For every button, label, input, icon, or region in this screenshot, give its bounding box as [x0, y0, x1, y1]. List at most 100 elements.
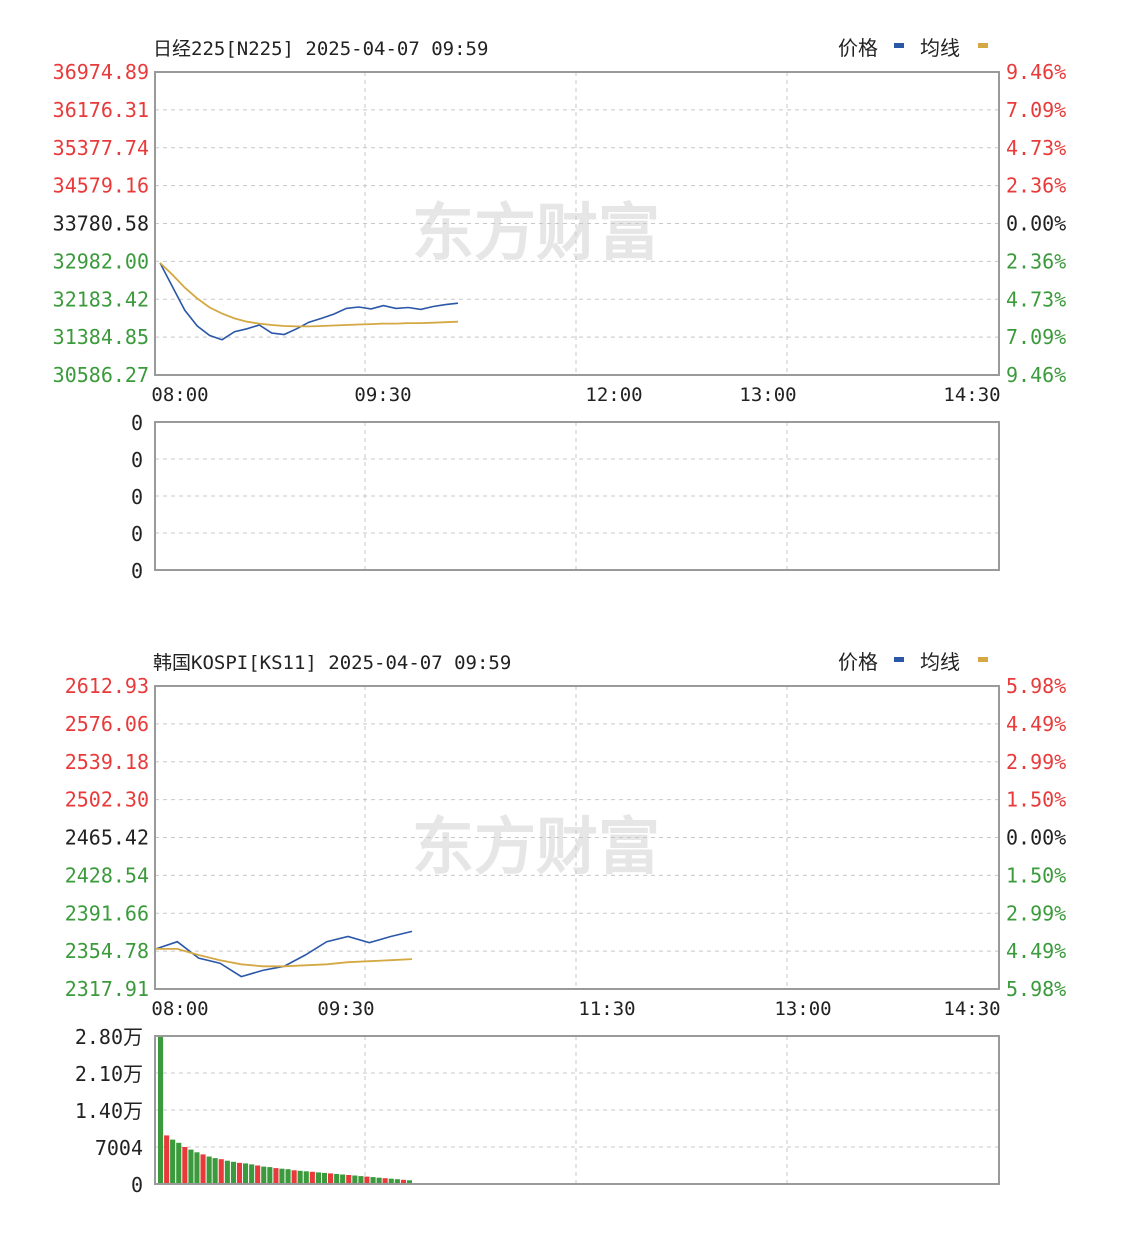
volume-bar — [236, 1162, 242, 1184]
volume-bar — [388, 1178, 394, 1184]
volume-bar — [400, 1179, 406, 1184]
volume-axis: 2.80万 2.10万 1.40万 7004 0 — [75, 1025, 143, 1197]
volume-bar — [334, 1174, 340, 1184]
volume-bar — [206, 1156, 212, 1184]
x-tick-label: 14:30 — [943, 384, 1000, 406]
pct-tick-label: 7.09% — [1006, 98, 1066, 122]
volume-bar — [212, 1158, 218, 1184]
x-tick-label: 08:00 — [151, 384, 208, 406]
volume-bar — [267, 1167, 273, 1184]
volume-bar — [273, 1168, 279, 1184]
pct-tick-label: 4.73% — [1006, 136, 1066, 160]
pct-tick-label: 7.09% — [1006, 325, 1066, 349]
x-tick-label: 08:00 — [151, 998, 208, 1020]
y-tick-label: 34579.16 — [53, 174, 149, 198]
volume-bar — [243, 1163, 249, 1184]
volume-bar — [321, 1172, 327, 1184]
volume-tick-label: 0 — [131, 448, 143, 472]
pct-tick-label: 4.73% — [1006, 287, 1066, 311]
volume-frame — [154, 421, 1000, 571]
x-tick-label: 13:00 — [739, 384, 796, 406]
volume-frame — [154, 1035, 1000, 1185]
y-tick-label: 2317.91 — [65, 977, 149, 1001]
volume-bar — [394, 1179, 400, 1184]
pct-tick-label: 0.00% — [1006, 826, 1066, 850]
y-tick-label: 30586.27 — [53, 363, 149, 387]
pct-tick-label: 0.00% — [1006, 212, 1066, 236]
y-tick-label: 2354.78 — [65, 939, 149, 963]
y-tick-label: 2612.93 — [65, 674, 149, 698]
x-tick-label: 09:30 — [317, 998, 374, 1020]
volume-bar — [261, 1166, 267, 1184]
legend: 价格 均线 — [838, 36, 988, 60]
pct-tick-label: 4.49% — [1006, 712, 1066, 736]
volume-bar — [224, 1160, 230, 1184]
volume-axis: 0 0 0 0 0 — [131, 411, 143, 583]
price-line — [159, 262, 459, 341]
watermark: 东方财富 — [412, 810, 660, 883]
x-axis: 08:00 09:30 11:30 13:00 14:30 — [151, 998, 1000, 1020]
price-frame — [154, 685, 1000, 990]
volume-tick-label: 2.10万 — [75, 1062, 143, 1086]
volume-tick-label: 0 — [131, 411, 143, 435]
legend-avg-swatch — [978, 43, 988, 48]
volume-tick-label: 7004 — [95, 1136, 143, 1160]
volume-tick-label: 2.80万 — [75, 1025, 143, 1049]
x-tick-label: 11:30 — [578, 998, 635, 1020]
y-tick-label: 32982.00 — [53, 249, 149, 273]
volume-bar — [328, 1173, 334, 1184]
volume-bar — [364, 1176, 370, 1184]
legend-price-label: 价格 — [838, 650, 878, 674]
pct-tick-label: 2.99% — [1006, 750, 1066, 774]
volume-bar — [285, 1169, 291, 1184]
x-tick-label: 14:30 — [943, 998, 1000, 1020]
volume-bar — [382, 1178, 388, 1184]
y-tick-label: 36974.89 — [53, 60, 149, 84]
pct-tick-label: 1.50% — [1006, 788, 1066, 812]
legend-avg-label: 均线 — [920, 650, 960, 674]
x-tick-label: 12:00 — [585, 384, 642, 406]
y-axis-left: 36974.89 36176.31 35377.74 34579.16 33780.58… — [53, 60, 149, 387]
legend-price-label: 价格 — [838, 36, 878, 60]
pct-tick-label: 9.46% — [1006, 60, 1066, 84]
y-axis-right: 5.98% 4.49% 2.99% 1.50% 0.00% 1.50% 2.99% 4.49%… — [1006, 674, 1066, 1001]
volume-bar — [170, 1139, 176, 1184]
volume-bar — [230, 1161, 236, 1184]
volume-bar — [279, 1168, 285, 1184]
volume-tick-label: 0 — [131, 1173, 143, 1197]
y-axis-left: 2612.93 2576.06 2539.18 2502.30 2465.42 2428.… — [65, 674, 149, 1001]
volume-bar — [297, 1170, 303, 1184]
volume-bar — [370, 1177, 376, 1184]
y-tick-label: 2576.06 — [65, 712, 149, 736]
volume-bar — [376, 1177, 382, 1184]
y-tick-label: 2502.30 — [65, 788, 149, 812]
price-series — [155, 930, 413, 978]
volume-bar — [406, 1180, 412, 1184]
legend-avg-swatch — [978, 657, 988, 662]
volume-tick-label: 0 — [131, 485, 143, 509]
volume-tick-label: 0 — [131, 559, 143, 583]
volume-bar — [315, 1172, 321, 1184]
y-tick-label: 2391.66 — [65, 901, 149, 925]
volume-grid — [155, 422, 999, 570]
volume-bar — [255, 1165, 261, 1184]
volume-bars — [158, 1036, 412, 1184]
volume-bar — [194, 1152, 200, 1184]
pct-tick-label: 2.36% — [1006, 249, 1066, 273]
y-tick-label: 31384.85 — [53, 325, 149, 349]
x-axis: 08:00 09:30 12:00 13:00 14:30 — [151, 384, 1000, 406]
average-line — [156, 948, 413, 968]
legend-avg-label: 均线 — [920, 36, 960, 60]
legend-price-swatch — [894, 657, 904, 662]
price-grid — [155, 72, 999, 375]
price-grid — [155, 686, 999, 989]
volume-tick-label: 1.40万 — [75, 1099, 143, 1123]
volume-bar — [200, 1154, 206, 1184]
volume-bar — [164, 1135, 170, 1184]
volume-bar — [176, 1142, 182, 1184]
y-tick-label: 36176.31 — [53, 98, 149, 122]
volume-grid — [155, 1036, 999, 1184]
volume-bar — [188, 1149, 194, 1184]
volume-bar — [309, 1171, 315, 1184]
